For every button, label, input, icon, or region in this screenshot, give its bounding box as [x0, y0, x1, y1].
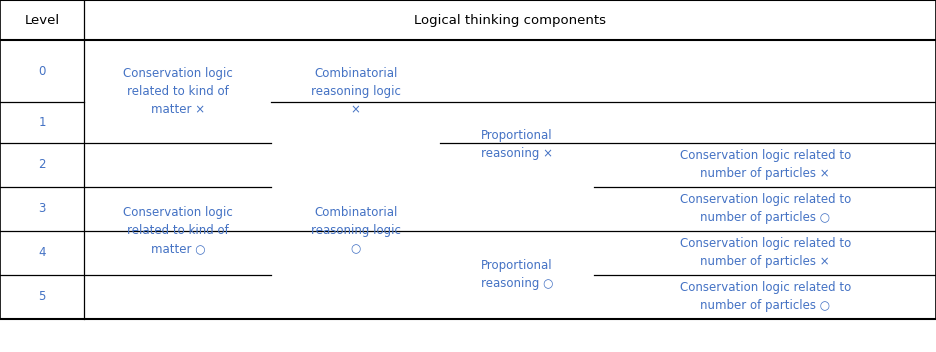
Text: Logical thinking components: Logical thinking components [414, 14, 607, 27]
Text: Level: Level [24, 14, 60, 27]
Text: 1: 1 [38, 116, 46, 129]
Text: Conservation logic related to
number of particles ×: Conservation logic related to number of … [680, 149, 851, 180]
Text: Conservation logic
related to kind of
matter ×: Conservation logic related to kind of ma… [123, 67, 233, 116]
Text: 4: 4 [38, 246, 46, 259]
Text: 5: 5 [38, 290, 46, 303]
Text: Conservation logic related to
number of particles ×: Conservation logic related to number of … [680, 237, 851, 268]
Text: 2: 2 [38, 158, 46, 171]
Text: Conservation logic related to
number of particles ○: Conservation logic related to number of … [680, 281, 851, 312]
Text: Proportional
reasoning ×: Proportional reasoning × [481, 129, 553, 160]
Text: 0: 0 [38, 65, 46, 78]
Text: Conservation logic related to
number of particles ○: Conservation logic related to number of … [680, 193, 851, 224]
Text: Conservation logic
related to kind of
matter ○: Conservation logic related to kind of ma… [123, 206, 233, 255]
Text: Proportional
reasoning ○: Proportional reasoning ○ [481, 259, 553, 290]
Text: Combinatorial
reasoning logic
×: Combinatorial reasoning logic × [311, 67, 401, 116]
Text: 3: 3 [38, 202, 46, 215]
Text: Combinatorial
reasoning logic
○: Combinatorial reasoning logic ○ [311, 206, 401, 255]
